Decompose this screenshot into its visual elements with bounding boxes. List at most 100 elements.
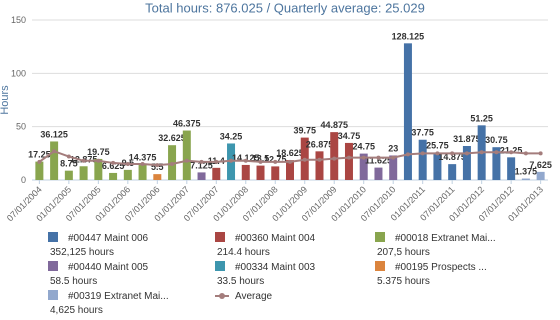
legend-swatch bbox=[48, 290, 58, 300]
data-label: 5.5 bbox=[151, 162, 164, 172]
legend-total: 5.375 hours bbox=[377, 276, 430, 287]
data-label: 7.625 bbox=[529, 160, 552, 170]
average-point bbox=[391, 155, 396, 160]
data-label: 8.75 bbox=[60, 159, 78, 169]
average-point bbox=[523, 151, 528, 156]
average-point bbox=[258, 159, 263, 164]
legend-label: #00018 Extranet Mai... bbox=[395, 233, 496, 244]
bar bbox=[79, 166, 88, 180]
data-label: 25.75 bbox=[426, 141, 449, 151]
data-label: 46.375 bbox=[173, 119, 201, 129]
bar bbox=[315, 151, 324, 180]
average-point bbox=[509, 150, 514, 155]
bar bbox=[433, 152, 442, 180]
legend-swatch bbox=[215, 232, 225, 242]
legend-label: Average bbox=[235, 291, 273, 302]
legend-swatch bbox=[48, 261, 58, 271]
bar bbox=[330, 132, 339, 180]
bar bbox=[286, 160, 294, 180]
bar bbox=[359, 153, 368, 180]
y-tick-label: 50 bbox=[16, 122, 26, 132]
average-point bbox=[317, 157, 322, 162]
legend-total: 33.5 hours bbox=[217, 276, 264, 287]
average-point bbox=[243, 158, 248, 163]
data-label: 17.25 bbox=[28, 150, 51, 160]
average-point bbox=[420, 151, 425, 156]
data-label: 39.75 bbox=[293, 126, 316, 136]
y-tick-label: 100 bbox=[11, 68, 26, 78]
average-point bbox=[479, 150, 484, 155]
average-point bbox=[346, 155, 351, 160]
chart-title: Total hours: 876.025 / Quarterly average… bbox=[145, 0, 425, 15]
data-label: 31.875 bbox=[453, 134, 481, 144]
y-tick-label: 150 bbox=[11, 15, 26, 25]
bar bbox=[462, 146, 471, 180]
legend-swatch bbox=[375, 232, 385, 242]
legend-label: #00447 Maint 006 bbox=[68, 233, 149, 244]
legend-total: 58.5 hours bbox=[50, 276, 97, 287]
data-label: 7.125 bbox=[190, 160, 213, 170]
bar bbox=[521, 178, 530, 180]
data-label: 37.75 bbox=[411, 128, 434, 138]
bar bbox=[241, 164, 250, 180]
data-label: 36.125 bbox=[40, 129, 68, 139]
y-tick-label: 0 bbox=[21, 175, 26, 185]
average-point bbox=[66, 154, 71, 159]
data-label: 34.75 bbox=[338, 131, 361, 141]
bar bbox=[153, 174, 162, 180]
data-label: 44.875 bbox=[320, 120, 348, 130]
legend-label: #00319 Extranet Mai... bbox=[68, 291, 169, 302]
y-axis-label: Hours bbox=[0, 85, 11, 115]
bar bbox=[389, 155, 398, 180]
legend-swatch bbox=[219, 293, 225, 299]
average-point bbox=[464, 151, 469, 156]
average-point bbox=[405, 152, 410, 157]
legend-label: #00195 Prospects ... bbox=[395, 262, 487, 273]
data-label: 32.625 bbox=[158, 133, 186, 143]
bar bbox=[344, 142, 353, 180]
average-point bbox=[450, 151, 455, 156]
legend-label: #00334 Maint 003 bbox=[235, 262, 316, 273]
bar bbox=[418, 139, 427, 180]
average-point bbox=[125, 162, 130, 166]
bar bbox=[182, 130, 191, 180]
bar bbox=[123, 169, 132, 180]
legend-label: #00360 Maint 004 bbox=[235, 233, 316, 244]
average-point bbox=[199, 159, 204, 164]
legend-total: 214.4 hours bbox=[217, 247, 270, 258]
bar bbox=[35, 161, 44, 180]
average-point bbox=[184, 158, 189, 163]
legend-label: #00440 Maint 005 bbox=[68, 262, 149, 273]
average-point bbox=[155, 163, 160, 168]
data-label: 30.75 bbox=[485, 135, 508, 145]
bar bbox=[403, 43, 412, 181]
data-label: 6.625 bbox=[102, 161, 125, 171]
average-point bbox=[52, 149, 57, 154]
average-point bbox=[376, 155, 381, 160]
legend-swatch bbox=[215, 261, 225, 271]
bar bbox=[271, 166, 280, 180]
bar bbox=[492, 147, 501, 180]
data-label: 26.875 bbox=[306, 139, 334, 149]
data-label: 13.5 bbox=[252, 154, 270, 164]
data-label: 12.75 bbox=[264, 154, 287, 164]
data-label: 19.75 bbox=[87, 147, 110, 157]
average-point bbox=[96, 158, 101, 163]
bar bbox=[448, 164, 457, 180]
bar bbox=[50, 141, 59, 180]
data-label: 14.375 bbox=[129, 153, 157, 163]
average-point bbox=[170, 162, 175, 166]
average-point bbox=[140, 162, 145, 166]
data-label: 11.625 bbox=[365, 156, 392, 166]
bar bbox=[94, 158, 103, 180]
bar bbox=[212, 167, 221, 180]
data-label: 128.125 bbox=[392, 31, 425, 41]
bar bbox=[197, 172, 206, 180]
average-point bbox=[81, 158, 86, 163]
average-point bbox=[538, 151, 543, 156]
legend-swatch bbox=[375, 261, 385, 271]
bar bbox=[507, 157, 516, 180]
legend-total: 352,125 hours bbox=[50, 247, 114, 258]
average-point bbox=[37, 159, 42, 164]
